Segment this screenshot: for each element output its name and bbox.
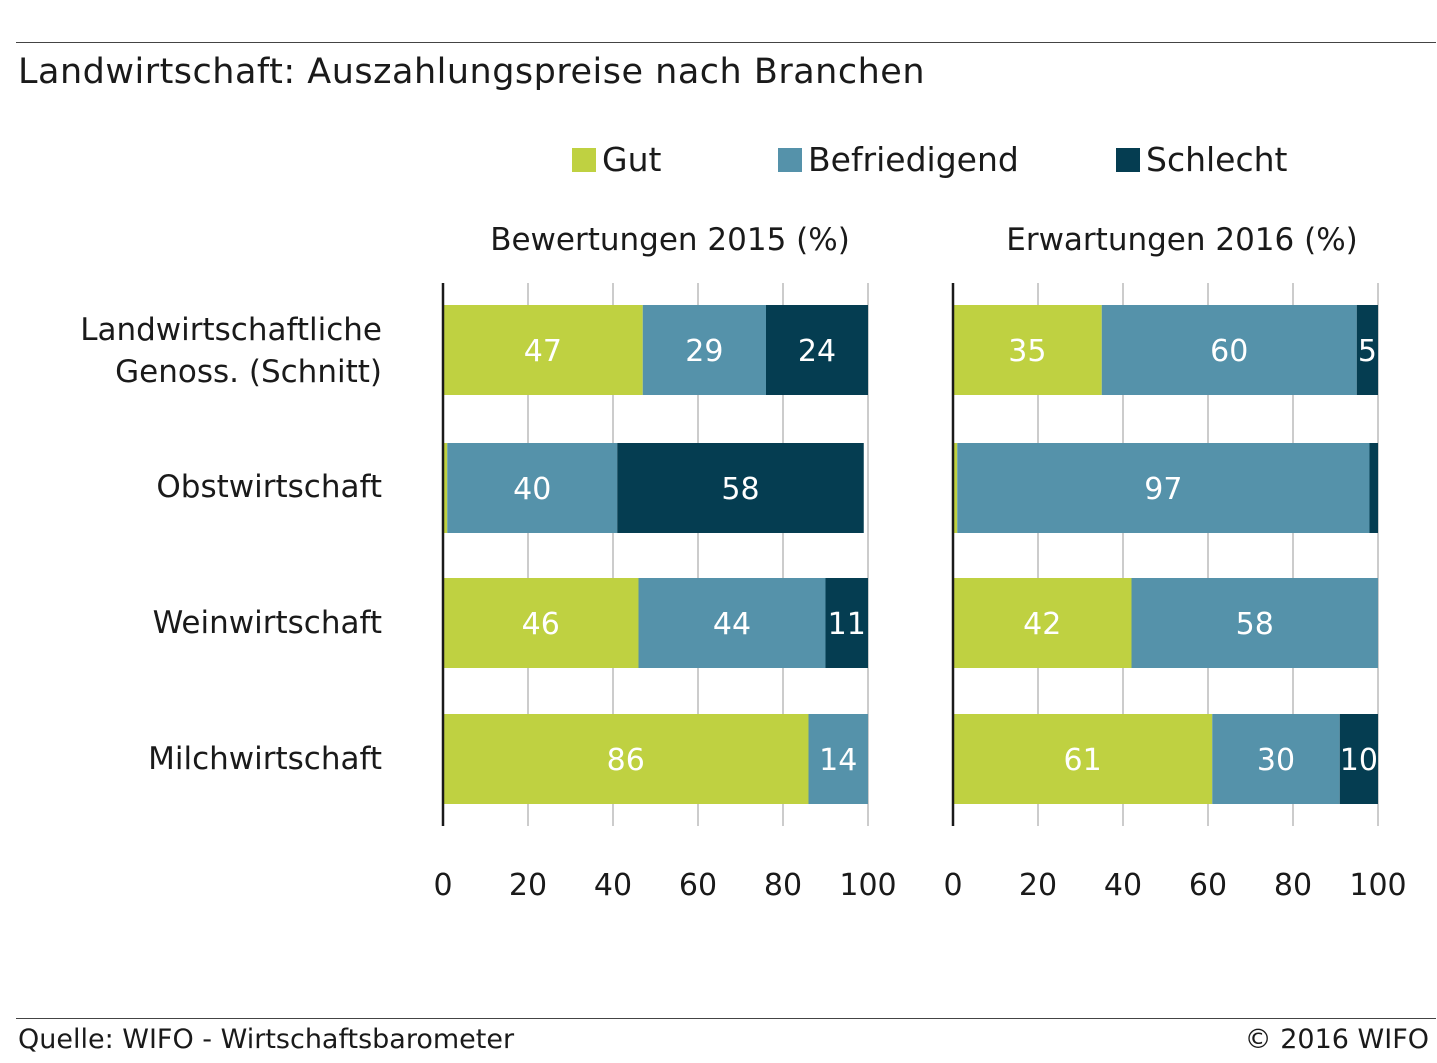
data-label: 30: [1257, 743, 1295, 778]
bar-segment: [642, 305, 766, 395]
bar-segment: [447, 443, 618, 533]
data-label: 10: [1340, 743, 1378, 778]
data-label: 47: [524, 334, 562, 369]
x-tick-label: 80: [764, 868, 802, 903]
bar-segment: [443, 714, 809, 804]
data-label: 5: [1358, 334, 1377, 369]
bar-segment: [766, 305, 868, 395]
footer-source: Quelle: WIFO - Wirtschaftsbarometer: [18, 1024, 515, 1055]
x-tick-label: 60: [1189, 868, 1227, 903]
x-tick-label: 20: [509, 868, 547, 903]
data-label: 42: [1023, 607, 1061, 642]
data-label: 35: [1008, 334, 1046, 369]
x-tick-label: 80: [1274, 868, 1312, 903]
data-label: 11: [828, 607, 866, 642]
data-label: 58: [1236, 607, 1274, 642]
x-tick-label: 40: [1104, 868, 1142, 903]
x-tick-label: 100: [839, 868, 896, 903]
x-tick-label: 40: [594, 868, 632, 903]
category-label-weinwirtschaft: Weinwirtschaft: [152, 605, 382, 641]
data-label: 61: [1064, 743, 1102, 778]
x-tick-label: 20: [1019, 868, 1057, 903]
data-label: 86: [607, 743, 645, 778]
legend-item-befriedigend: Befriedigend: [778, 140, 1019, 179]
bottom-rule: [16, 1018, 1436, 1019]
panel-title-2016: Erwartungen 2016 (%): [1006, 222, 1358, 258]
legend: Gut Befriedigend Schlecht: [0, 140, 1437, 184]
bar-segment: [808, 714, 868, 804]
category-label-genossenschaft: Landwirtschaftliche Genoss. (Schnitt): [80, 312, 382, 390]
data-label: 60: [1210, 334, 1248, 369]
data-label: 44: [713, 607, 751, 642]
bar-segment: [443, 305, 643, 395]
top-rule: [16, 42, 1436, 43]
bar-segment: [443, 443, 448, 533]
bar-segment: [1339, 714, 1378, 804]
category-label-obstwirtschaft: Obstwirtschaft: [156, 469, 382, 505]
bar-segment: [638, 578, 826, 668]
footer-copyright: © 2016 WIFO: [1244, 1024, 1429, 1055]
legend-swatch-befriedigend: [778, 147, 802, 172]
bar-segment: [1131, 578, 1378, 668]
bar-segment: [1369, 443, 1378, 533]
legend-swatch-schlecht: [1116, 147, 1140, 172]
bar-segment: [953, 578, 1132, 668]
bar-segment: [1212, 714, 1340, 804]
bar-segment: [443, 578, 639, 668]
bar-segment: [957, 443, 1370, 533]
bar-segment: [953, 714, 1213, 804]
data-label: 14: [819, 743, 857, 778]
panel-title-2015: Bewertungen 2015 (%): [490, 222, 850, 258]
legend-label-schlecht: Schlecht: [1146, 140, 1288, 179]
legend-item-schlecht: Schlecht: [1116, 140, 1287, 179]
data-label: 24: [798, 334, 836, 369]
x-tick-label: 60: [679, 868, 717, 903]
stacked-bar-chart: 0 20 40 60 80 100 47 29 24 40 58 46 44 11 86 14 0 20 40 60 8…: [433, 283, 1407, 903]
legend-item-gut: Gut: [572, 140, 661, 179]
data-label: 40: [513, 472, 551, 507]
category-label-milchwirtschaft: Milchwirtschaft: [148, 741, 382, 777]
bar-segment: [1101, 305, 1357, 395]
legend-label-gut: Gut: [602, 140, 662, 179]
x-tick-label: 0: [943, 868, 962, 903]
legend-label-befriedigend: Befriedigend: [808, 140, 1019, 179]
data-label: 46: [522, 607, 560, 642]
legend-swatch-gut: [572, 147, 596, 172]
chart-title: Landwirtschaft: Auszahlungspreise nach B…: [18, 52, 926, 92]
bar-segment: [953, 443, 958, 533]
bar-segment: [953, 305, 1102, 395]
bar-segment: [1356, 305, 1378, 395]
data-label: 97: [1144, 472, 1182, 507]
data-label: 58: [721, 472, 759, 507]
x-tick-label: 0: [433, 868, 452, 903]
x-tick-label: 100: [1349, 868, 1406, 903]
data-label: 29: [685, 334, 723, 369]
bar-segment: [825, 578, 868, 668]
bar-segment: [617, 443, 864, 533]
